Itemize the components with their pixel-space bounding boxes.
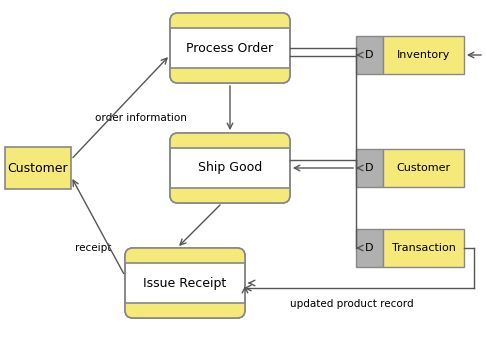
Bar: [5, 147, 71, 189]
Bar: [383, 149, 464, 187]
FancyBboxPatch shape: [170, 13, 290, 28]
FancyBboxPatch shape: [170, 133, 290, 203]
FancyBboxPatch shape: [170, 188, 290, 203]
FancyBboxPatch shape: [170, 13, 290, 83]
Bar: [170, 67, 290, 75]
FancyBboxPatch shape: [125, 248, 245, 318]
Text: Customer: Customer: [397, 163, 451, 173]
Text: Process Order: Process Order: [187, 42, 274, 55]
Text: Ship Good: Ship Good: [198, 162, 262, 174]
Text: Issue Receipt: Issue Receipt: [143, 276, 226, 290]
Text: Transaction: Transaction: [392, 243, 455, 253]
Bar: [356, 149, 383, 187]
Text: receipt: receipt: [75, 243, 111, 253]
Text: updated product record: updated product record: [290, 299, 414, 309]
Bar: [125, 303, 245, 310]
Text: D: D: [365, 50, 374, 60]
FancyBboxPatch shape: [125, 303, 245, 318]
Bar: [356, 36, 383, 74]
Bar: [170, 21, 290, 28]
Text: D: D: [365, 243, 374, 253]
Text: D: D: [365, 163, 374, 173]
Bar: [383, 229, 464, 267]
Bar: [356, 229, 383, 267]
Text: Customer: Customer: [8, 162, 69, 174]
Bar: [125, 256, 245, 263]
FancyBboxPatch shape: [170, 67, 290, 83]
Bar: [170, 188, 290, 195]
Bar: [170, 141, 290, 148]
Text: order information: order information: [95, 113, 187, 123]
Text: Inventory: Inventory: [397, 50, 450, 60]
Bar: [383, 36, 464, 74]
FancyBboxPatch shape: [170, 133, 290, 148]
FancyBboxPatch shape: [125, 248, 245, 263]
